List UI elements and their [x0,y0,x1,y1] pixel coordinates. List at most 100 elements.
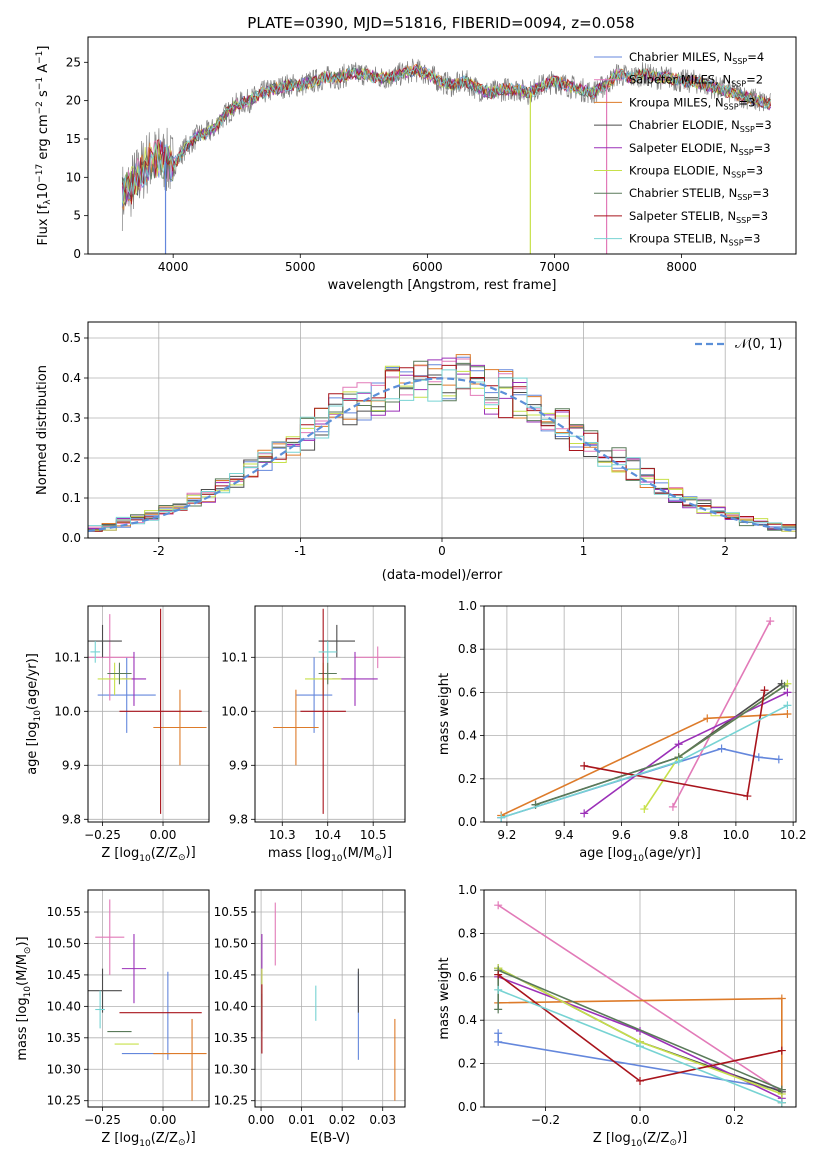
age-vs-Z-axes: −0.25 0.00 9.8 9.9 10.0 10.1 [54,606,209,842]
y-tick-label: 20 [66,94,81,108]
x-tick-label: 0.03 [369,1113,396,1127]
weight-marker [494,1005,503,1014]
x-tick-label: 10.5 [360,828,387,842]
y-tick-label: 10.1 [221,650,248,664]
spectrum-frame [87,36,797,255]
x-axis-label: Z [log10(Z/Z⊙)] [101,845,195,864]
spectrum-axes: 4000 5000 6000 7000 8000 0 5 10 15 20 25 [66,55,697,274]
x-tick-label: 8000 [666,260,697,274]
spectrum-legend: Chabrier MILES, NSSP=4 Salpeter MILES, NS… [594,50,772,248]
weight-marker [640,805,649,814]
weight-marker [494,1029,503,1038]
x-tick-label: 10.4 [314,828,341,842]
mass-vs-EBV-plot-area [261,902,396,1101]
y-tick-label: 9.8 [62,812,81,826]
x-tick-label: 10.0 [723,828,750,842]
legend-entry: Chabrier ELODIE, NSSP=3 [629,118,772,134]
mass-vs-EBV-axes: 0.00 0.01 0.02 0.03 10.25 10.30 10.35 10.40 10.4… [214,890,405,1127]
y-tick-label: 10.35 [214,1031,248,1045]
weight-marker [674,740,683,749]
y-tick-label: 0.6 [458,685,477,699]
weight-marker [760,686,769,695]
x-tick-label: 9.6 [612,828,631,842]
x-axis-label: mass [log10(M/M⊙)] [268,845,392,864]
y-tick-label: 10.45 [47,968,81,982]
y-tick-label: 10.50 [47,936,81,950]
weight-marker [494,970,503,979]
weight-line-kroupa-stelib [500,704,788,819]
weight-line-kroupa-miles [500,713,788,817]
x-tick-label: 0.00 [150,828,177,842]
y-tick-label: 0.2 [62,451,81,465]
age-vs-Z-plot-area [88,608,207,814]
y-tick-label: 10.40 [214,999,248,1013]
y-tick-label: 0.2 [458,1057,477,1071]
y-tick-label: 10.30 [47,1062,81,1076]
x-tick-label: 0.2 [725,1113,744,1127]
y-tick-label: 25 [66,55,81,69]
x-tick-label: -1 [294,544,306,558]
weight-marker [674,757,683,766]
mass-vs-EBV-frame [254,889,406,1108]
y-tick-label: 10.55 [47,905,81,919]
weight-marker [743,792,752,801]
x-tick-label: 4000 [158,260,189,274]
age-vs-Z-frame [87,605,210,823]
y-tick-label: 10.40 [47,999,81,1013]
model-line-kroupa-elodie [121,64,771,205]
weight-marker [636,1076,644,1085]
y-tick-label: 10.30 [214,1062,248,1076]
y-axis-label: mass [log10(M/M⊙)] [15,936,33,1060]
weight-marker [497,813,506,822]
y-tick-label: 10.0 [54,704,81,718]
y-tick-label: 0 [73,247,81,261]
x-tick-label: −0.25 [84,1113,121,1127]
y-tick-label: 0.2 [458,772,477,786]
y-tick-label: 9.9 [62,758,81,772]
x-tick-label: 10.3 [269,828,296,842]
y-tick-label: 1.0 [458,599,477,613]
x-axis-label: (data-model)/error [382,568,503,583]
mass-weight-vs-age-frame [483,605,797,823]
weight-marker [494,901,503,910]
legend-entry: Kroupa ELODIE, NSSP=3 [629,164,763,180]
y-axis-label: mass weight [437,957,452,1039]
y-axis-label: Normed distribution [35,365,50,495]
age-vs-mass-frame [254,605,406,823]
legend-entry: Salpeter ELODIE, NSSP=3 [629,141,771,157]
y-tick-label: 15 [66,132,81,146]
y-tick-label: 1.0 [458,883,477,897]
figure-title: PLATE=0390, MJD=51816, FIBERID=0094, z=0… [247,14,634,32]
y-tick-label: 0.8 [458,926,477,940]
y-tick-label: 0.4 [458,1013,477,1027]
weight-marker [777,1085,786,1094]
x-axis-label: Z [log10(Z/Z⊙)] [101,1130,195,1149]
legend-entry: Chabrier MILES, NSSP=4 [629,50,764,66]
residuals-axes: -2 -1 0 1 2 0.0 0.1 0.2 0.3 0.4 0.5 [62,322,796,558]
weight-marker [780,681,789,690]
y-tick-label: 9.9 [229,758,248,772]
weight-marker [774,755,783,764]
weight-marker [777,994,786,1003]
y-tick-label: 9.8 [229,812,248,826]
x-tick-label: 9.2 [497,828,516,842]
y-tick-label: 0.0 [458,1100,477,1114]
weight-marker [636,1042,644,1051]
mass-weight-vs-Z-frame [483,889,797,1108]
weight-marker [580,809,589,818]
y-tick-label: 10.1 [54,650,81,664]
y-tick-label: 10 [66,170,81,184]
legend-entry: Kroupa MILES, NSSP=3 [629,95,755,111]
weight-line-chabrier-stelib [535,685,786,806]
x-axis-label: E(B-V) [310,1131,350,1146]
x-axis-label: age [log10(age/yr)] [579,846,701,864]
weight-marker [668,802,677,811]
y-tick-label: 5 [73,209,81,223]
mass-vs-Z-plot-area [88,899,207,1101]
weight-marker [703,714,712,723]
residuals-plot-area [88,354,796,533]
weight-marker [580,761,589,770]
x-tick-label: −0.2 [531,1113,560,1127]
y-tick-label: 0.1 [62,491,81,505]
legend-entry: Salpeter STELIB, NSSP=3 [629,209,768,225]
